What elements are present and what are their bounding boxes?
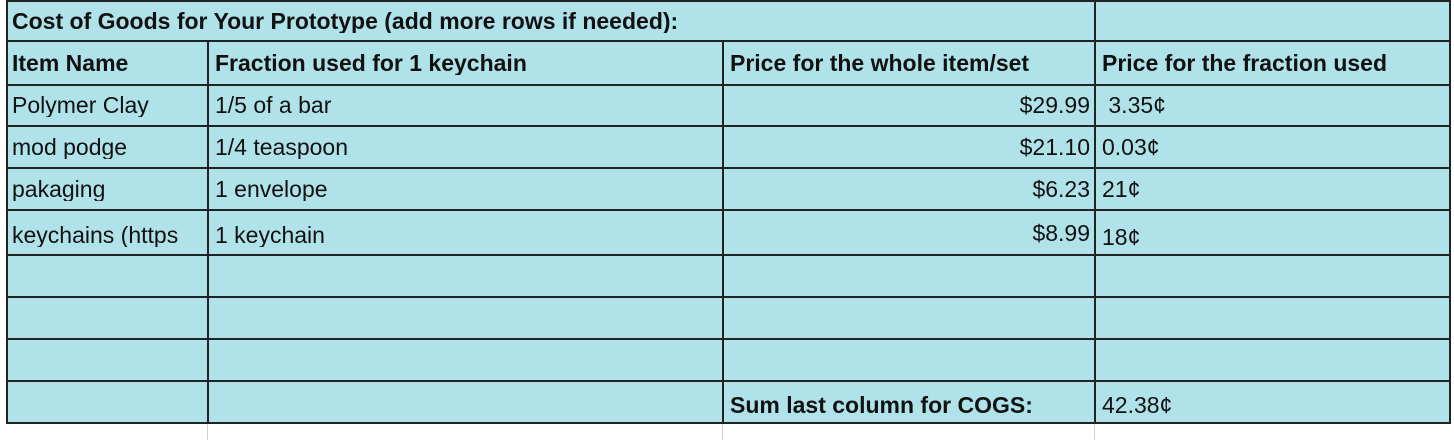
cell-item-name[interactable]: mod podge xyxy=(12,136,128,159)
column-divider xyxy=(207,40,209,424)
column-divider xyxy=(1449,0,1451,424)
row-divider xyxy=(6,125,1451,127)
sum-value[interactable]: 42.38¢ xyxy=(1102,394,1173,417)
header-whole-price[interactable]: Price for the whole item/set xyxy=(730,52,1030,75)
cell-fraction-price[interactable]: 3.35¢ xyxy=(1102,94,1166,117)
cell-fraction[interactable]: 1/4 teaspoon xyxy=(215,136,349,159)
empty-cell[interactable] xyxy=(8,256,207,296)
empty-cell[interactable] xyxy=(8,298,207,338)
empty-cell[interactable] xyxy=(8,340,207,380)
cell-fraction-price[interactable]: 21¢ xyxy=(1102,178,1141,201)
column-divider xyxy=(6,0,8,424)
gridline xyxy=(722,424,723,440)
cell-item-name[interactable]: keychains (https xyxy=(12,224,179,247)
cell-item-name[interactable]: Polymer Clay xyxy=(12,94,149,117)
cell-fraction-price[interactable]: 0.03¢ xyxy=(1102,136,1160,159)
column-divider xyxy=(722,40,724,424)
cell-fraction[interactable]: 1 envelope xyxy=(215,178,328,201)
row-divider xyxy=(6,84,1451,86)
row-divider xyxy=(6,380,1451,382)
row-divider xyxy=(6,338,1451,340)
cell-fraction[interactable]: 1 keychain xyxy=(215,224,325,247)
cell-item-name[interactable]: pakaging xyxy=(12,178,106,201)
cogs-table: Cost of Goods for Your Prototype (add mo… xyxy=(6,0,1451,424)
cell-whole-price[interactable]: $6.23 xyxy=(1032,178,1090,201)
column-divider xyxy=(1094,0,1096,424)
header-fraction-used[interactable]: Fraction used for 1 keychain xyxy=(215,52,527,75)
table-title[interactable]: Cost of Goods for Your Prototype (add mo… xyxy=(12,10,679,33)
row-divider xyxy=(6,40,1451,42)
header-fraction-price[interactable]: Price for the fraction used xyxy=(1102,52,1388,75)
cell-fraction-price[interactable]: 18¢ xyxy=(1102,226,1141,249)
cell-fraction[interactable]: 1/5 of a bar xyxy=(215,94,332,117)
row-divider xyxy=(6,209,1451,211)
row-divider xyxy=(6,167,1451,169)
row-divider xyxy=(6,0,1451,2)
gridline xyxy=(1094,424,1095,440)
row-divider xyxy=(6,296,1451,298)
cell-whole-price[interactable]: $21.10 xyxy=(1019,136,1090,159)
cell-whole-price[interactable]: $8.99 xyxy=(1032,222,1090,245)
row-divider xyxy=(6,254,1451,256)
header-item-name[interactable]: Item Name xyxy=(12,52,129,75)
empty-cell[interactable] xyxy=(8,382,207,422)
gridline xyxy=(207,424,208,440)
cell-whole-price[interactable]: $29.99 xyxy=(1019,94,1090,117)
row-divider xyxy=(6,422,1451,424)
sum-label[interactable]: Sum last column for COGS: xyxy=(730,394,1033,417)
